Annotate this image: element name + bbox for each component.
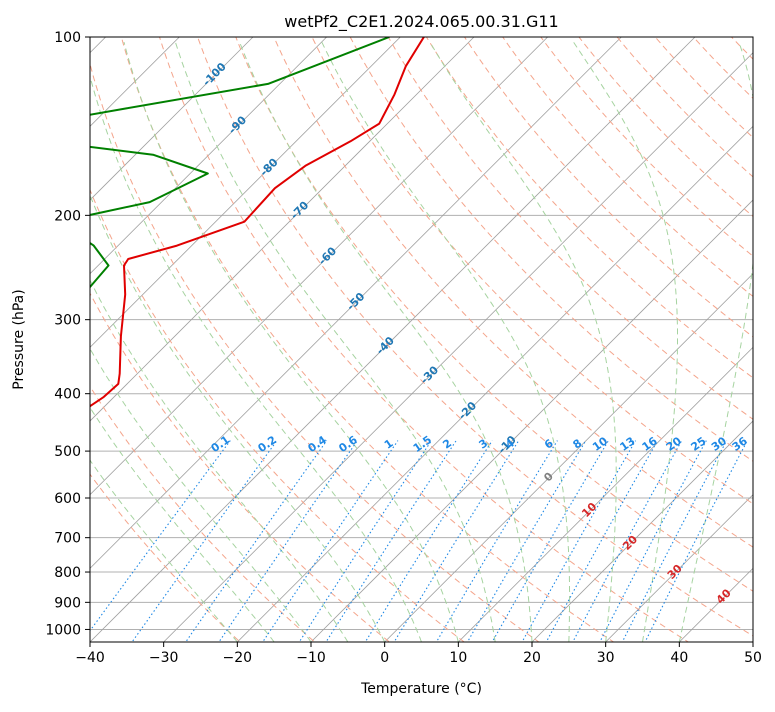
y-tick-label: 400 [54,387,81,403]
y-tick-label: 800 [54,565,81,581]
y-tick-label: 300 [54,313,81,329]
y-tick-label: 1000 [45,622,81,638]
x-tick-label: 40 [670,650,688,666]
y-axis-label: Pressure (hPa) [11,289,27,389]
x-tick-label: 10 [449,650,467,666]
x-tick-label: −40 [75,650,105,666]
x-axis-label: Temperature (°C) [360,681,482,697]
x-tick-label: 30 [597,650,615,666]
x-tick-label: 20 [523,650,541,666]
x-tick-label: 0 [380,650,389,666]
y-tick-label: 200 [54,208,81,224]
x-tick-label: −10 [296,650,326,666]
y-tick-label: 500 [54,444,81,460]
y-tick-label: 700 [54,531,81,547]
chart-title: wetPf2_C2E1.2024.065.00.31.G11 [284,12,558,32]
y-tick-label: 600 [54,491,81,507]
x-tick-label: 50 [744,650,762,666]
x-tick-label: −20 [223,650,253,666]
x-tick-label: −30 [149,650,179,666]
y-tick-label: 900 [54,595,81,611]
y-tick-label: 100 [54,30,81,46]
